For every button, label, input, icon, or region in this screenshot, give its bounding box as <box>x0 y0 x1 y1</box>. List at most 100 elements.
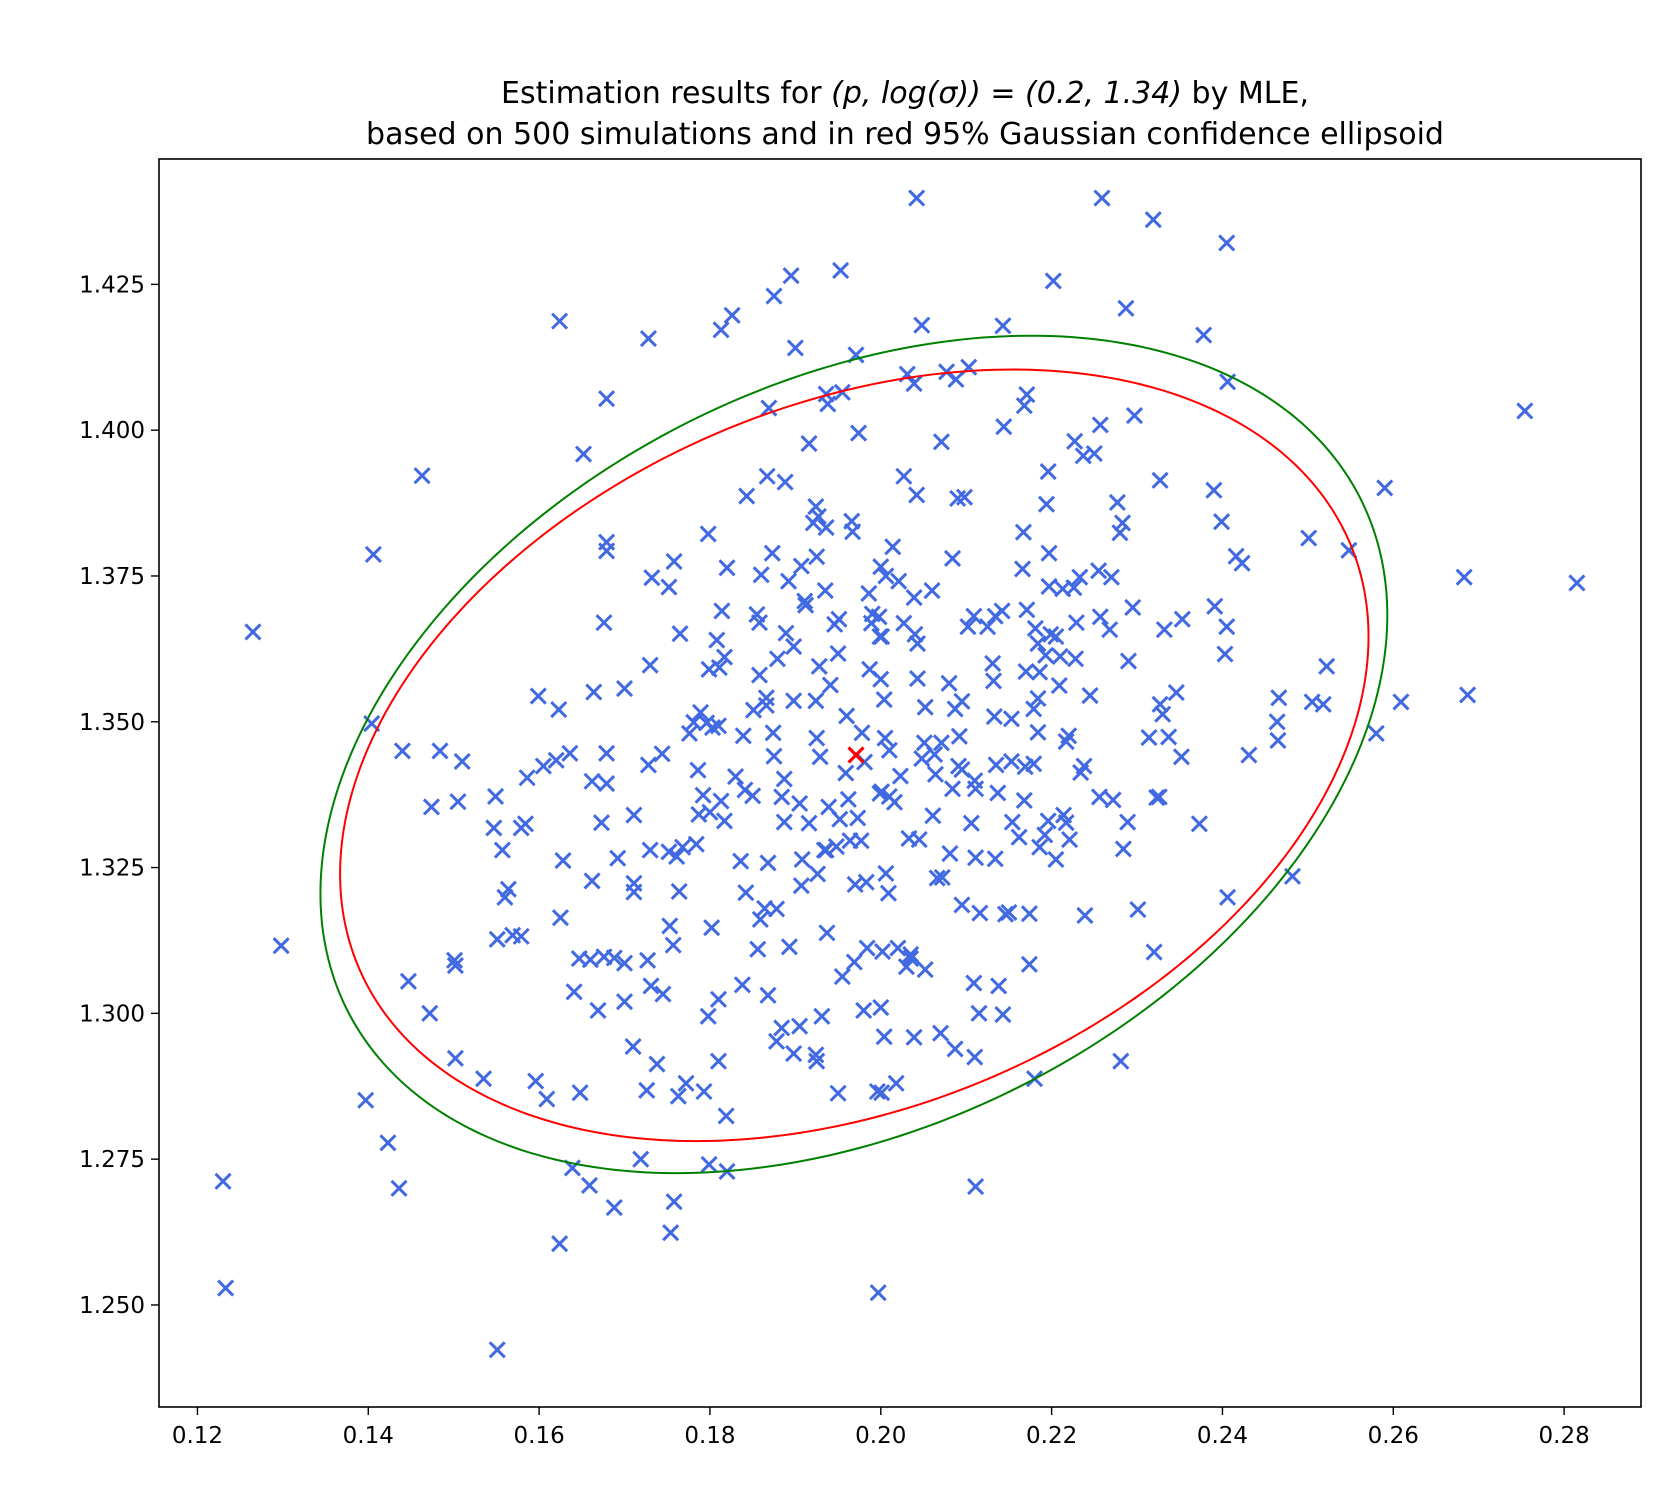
scatter-point <box>595 614 613 632</box>
scatter-point <box>699 525 717 543</box>
scatter-point <box>1104 791 1122 809</box>
scatter-point <box>946 1040 964 1058</box>
scatter-point <box>966 1048 984 1066</box>
scatter-point <box>638 1081 656 1099</box>
scatter-point <box>932 433 950 451</box>
y-tick-label: 1.325 <box>79 856 145 882</box>
scatter-point <box>819 395 837 413</box>
scatter-point <box>872 670 890 688</box>
scatter-point <box>1568 574 1586 592</box>
scatter-point <box>1050 677 1068 695</box>
scatter-point <box>1119 652 1138 670</box>
scatter-point <box>839 790 857 808</box>
scatter-point <box>943 549 962 568</box>
scatter-point <box>445 951 464 969</box>
scatter-point <box>422 798 441 816</box>
scatter-point <box>518 769 536 787</box>
scatter-point <box>831 810 849 828</box>
scatter-point <box>804 514 822 532</box>
scatter-point <box>994 317 1012 335</box>
scatter-point <box>777 624 795 642</box>
scatter-point <box>715 812 734 830</box>
scatter-point <box>1071 568 1089 586</box>
scatter-point <box>791 794 809 812</box>
scatter-point <box>701 803 719 821</box>
scatter-point <box>971 904 989 922</box>
scatter-point <box>940 674 958 692</box>
scatter-point <box>877 864 895 882</box>
scatter-point <box>449 793 467 811</box>
scatter-point <box>1015 791 1033 810</box>
scatter-point <box>1000 903 1018 922</box>
scatter-point <box>858 939 876 957</box>
scatter-point <box>775 770 793 788</box>
y-tick-label: 1.300 <box>79 1001 145 1027</box>
scatter-point <box>987 756 1005 774</box>
scatter-point <box>727 768 745 786</box>
scatter-point <box>965 607 983 625</box>
scatter-point <box>493 841 511 859</box>
scatter-point <box>924 807 942 825</box>
scatter-point <box>1392 693 1410 711</box>
scatter-point <box>527 1072 545 1090</box>
scatter-point <box>953 896 971 914</box>
scatter-point <box>551 909 570 927</box>
scatter-point <box>946 700 964 718</box>
scatter-point <box>750 614 769 632</box>
scatter-point <box>1459 686 1477 704</box>
scatter-point <box>393 742 412 760</box>
scatter-point <box>1145 943 1163 961</box>
scatter-point <box>817 519 835 537</box>
scatter-point <box>475 1070 493 1088</box>
scatter-point <box>598 775 616 793</box>
scatter-point <box>758 467 776 485</box>
scatter-point <box>1206 597 1224 615</box>
scatter-point <box>357 1091 375 1109</box>
scatter-point <box>379 1134 397 1152</box>
scatter-point <box>932 734 950 752</box>
scatter-point <box>860 584 878 603</box>
scatter-point <box>485 819 503 837</box>
scatter-point <box>995 418 1013 436</box>
scatter-point <box>737 884 755 902</box>
scatter-point <box>272 937 290 955</box>
scatter-point <box>849 809 867 827</box>
scatter-point <box>581 951 599 969</box>
scatter-point <box>668 847 686 866</box>
scatter-point <box>413 467 431 485</box>
scatter-point <box>615 679 634 698</box>
scatter-point <box>744 787 762 805</box>
scatter-point <box>662 1224 680 1242</box>
scatter-point <box>550 700 568 719</box>
scatter-point <box>833 968 851 986</box>
scatter-point <box>797 596 815 614</box>
scatter-point <box>873 783 891 801</box>
scatter-point <box>792 877 810 895</box>
scatter-point <box>759 986 777 1004</box>
x-axis: 0.12 0.14 0.16 0.18 0.20 0.22 0.24 0.26 0.28 <box>172 1407 1590 1449</box>
scatter-point <box>796 592 814 610</box>
scatter-point <box>887 1074 905 1092</box>
scatter-point <box>1002 752 1021 770</box>
scatter-point <box>759 854 777 872</box>
scatter-point <box>808 548 826 566</box>
scatter-point <box>994 1005 1012 1024</box>
scatter-point <box>609 849 627 867</box>
scatter-point <box>884 538 902 556</box>
scatter-point <box>1155 621 1173 639</box>
scatter-point <box>712 321 730 339</box>
scatter-point <box>1047 850 1065 868</box>
scatter-point <box>1047 628 1065 646</box>
scatter-point <box>1081 686 1099 705</box>
scatter-point <box>504 926 522 944</box>
y-tick-label: 1.350 <box>79 710 145 736</box>
scatter-point <box>807 1046 825 1064</box>
scatter-point <box>1037 495 1056 513</box>
scatter-point <box>431 742 449 760</box>
scatter-point <box>891 767 909 785</box>
scatter-point <box>699 1007 717 1025</box>
scatter-point <box>1002 710 1021 728</box>
x-tick-label: 0.28 <box>1539 1423 1590 1449</box>
scatter-point <box>1173 610 1191 628</box>
